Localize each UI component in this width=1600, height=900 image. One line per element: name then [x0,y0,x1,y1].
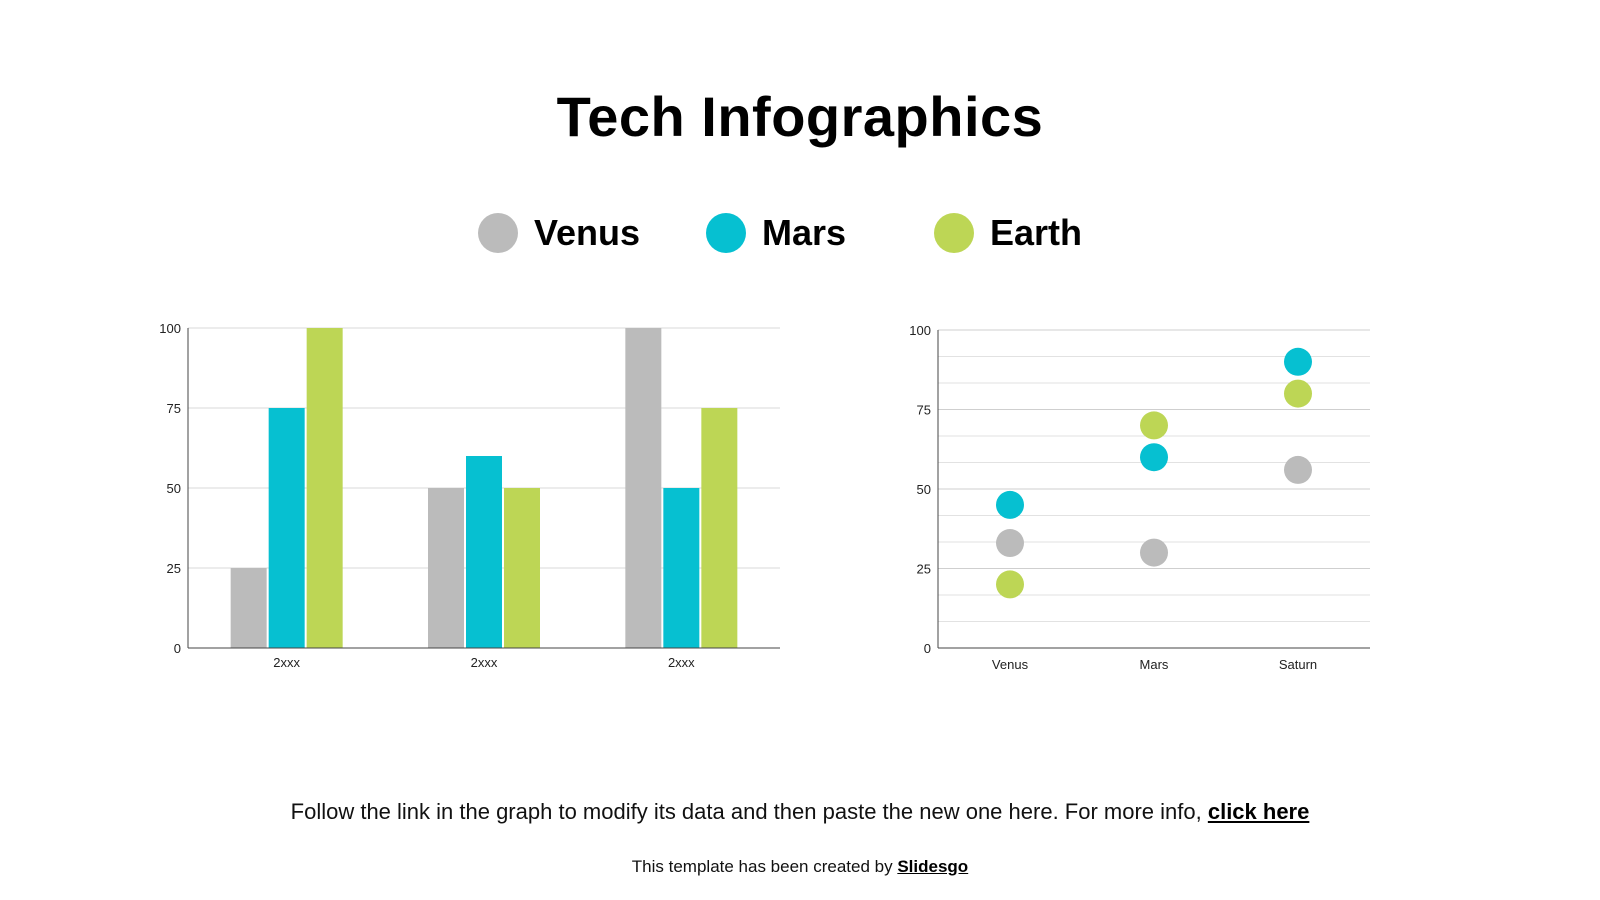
bar-venus-3[interactable] [625,328,662,648]
scatter-chart-svg[interactable]: 0 25 50 75 100 Venus Mars Saturn [900,320,1420,700]
bar-y-tick-label: 0 [174,641,181,656]
bar-y-tick-label: 50 [167,481,181,496]
dot-earth-mars[interactable] [1140,411,1168,440]
dot-mars-venus[interactable] [996,490,1024,519]
scatter-y-tick-label: 100 [909,323,931,338]
credit-text: This template has been created by [631,857,893,876]
click-here-link[interactable]: click here [1207,799,1310,824]
bar-y-tick-label: 100 [159,321,181,336]
bar-x-tick-label: 2xxx [668,655,695,670]
bar-earth-1[interactable] [306,328,343,648]
legend-dot-venus-icon [478,213,518,253]
bar-mars-2[interactable] [466,456,502,648]
template-credit: This template has been created by Slides… [0,857,1600,877]
legend-item-mars: Mars [706,208,846,258]
bar-chart[interactable]: 0 25 50 75 100 2xxx 2xxx 2xxx [150,320,810,700]
scatter-y-tick-label: 50 [917,482,931,497]
legend: Venus Mars Earth [0,208,1600,258]
bar-y-tick-label: 25 [167,561,181,576]
legend-item-earth: Earth [934,208,1082,258]
scatter-x-tick-label: Saturn [1279,657,1317,672]
page-title: Tech Infographics [556,85,1044,148]
footer-text: Follow the link in the graph to modify i… [290,799,1202,824]
bar-x-tick-label: 2xxx [471,655,498,670]
legend-item-venus: Venus [478,208,640,258]
scatter-y-tick-label: 0 [924,641,931,656]
bar-venus-1[interactable] [230,568,267,648]
bar-earth-3[interactable] [701,408,738,648]
legend-dot-earth-icon [934,213,974,253]
bar-mars-3[interactable] [663,488,700,648]
scatter-x-tick-label: Mars [1140,657,1169,672]
dot-venus-venus[interactable] [996,529,1024,558]
dot-earth-venus[interactable] [996,570,1024,599]
dot-earth-saturn[interactable] [1284,379,1312,408]
scatter-y-tick-label: 75 [917,403,931,418]
footer-instructions: Follow the link in the graph to modify i… [0,799,1600,825]
legend-label-venus: Venus [534,212,641,253]
bar-venus-2[interactable] [428,488,464,648]
legend-label-earth: Earth [990,212,1083,253]
slidesgo-link[interactable]: Slidesgo [897,857,969,876]
bar-mars-1[interactable] [268,408,305,648]
dot-mars-mars[interactable] [1140,443,1168,472]
scatter-y-tick-label: 25 [917,562,931,577]
bar-earth-2[interactable] [504,488,540,648]
bar-chart-svg[interactable]: 0 25 50 75 100 2xxx 2xxx 2xxx [150,320,810,700]
bar-y-tick-label: 75 [167,401,181,416]
dot-venus-mars[interactable] [1140,538,1168,567]
dot-mars-saturn[interactable] [1284,347,1312,376]
scatter-x-tick-label: Venus [992,657,1029,672]
bar-x-tick-label: 2xxx [273,655,300,670]
legend-label-mars: Mars [762,212,847,253]
scatter-chart[interactable]: 0 25 50 75 100 Venus Mars Saturn [900,320,1420,700]
legend-dot-mars-icon [706,213,746,253]
dot-venus-saturn[interactable] [1284,455,1312,484]
